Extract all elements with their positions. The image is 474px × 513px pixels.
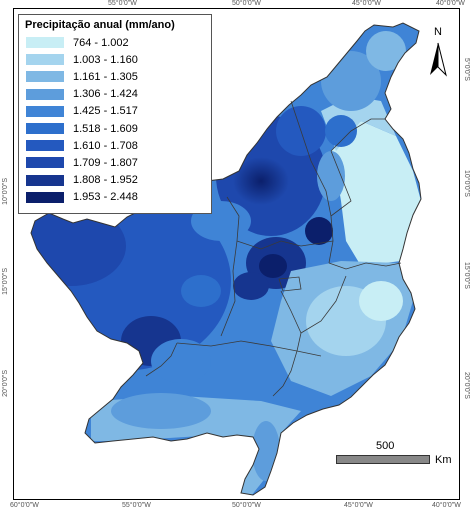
- top-tick: 55°0'0"W: [108, 0, 137, 7]
- legend-title: Precipitação anual (mm/ano): [25, 19, 175, 31]
- left-tick: 20°0'0"S: [2, 370, 9, 397]
- legend-label: 1.953 - 2.448: [73, 191, 138, 204]
- north-label: N: [434, 26, 442, 38]
- cerrado-precipitation-map: [30, 22, 422, 496]
- legend-label: 1.610 - 1.708: [73, 139, 138, 152]
- legend-row: 1.306 - 1.424: [25, 86, 205, 103]
- legend-label: 1.808 - 1.952: [73, 174, 138, 187]
- right-tick: 15°0'0"S: [463, 262, 470, 289]
- legend-label: 1.425 - 1.517: [73, 105, 138, 118]
- legend-swatch: [25, 139, 65, 153]
- bottom-tick: 60°0'0"W: [10, 502, 39, 509]
- legend-label: 1.003 - 1.160: [73, 53, 138, 66]
- top-tick: 40°0'0"W: [436, 0, 465, 7]
- legend-rows: 764 - 1.002 1.003 - 1.160 1.161 - 1.305 1.3…: [25, 34, 205, 206]
- legend-row: 764 - 1.002: [25, 34, 205, 51]
- legend-label: 1.709 - 1.807: [73, 156, 138, 169]
- legend-swatch: [25, 87, 65, 101]
- legend-row: 1.709 - 1.807: [25, 154, 205, 171]
- legend-row: 1.161 - 1.305: [25, 68, 205, 85]
- bottom-tick: 40°0'0"W: [432, 502, 461, 509]
- legend-swatch: [25, 173, 65, 187]
- legend-row: 1.518 - 1.609: [25, 120, 205, 137]
- legend-label: 1.518 - 1.609: [73, 122, 138, 135]
- legend-row: 1.610 - 1.708: [25, 137, 205, 154]
- legend-swatch: [25, 190, 65, 204]
- bottom-tick: 45°0'0"W: [344, 502, 373, 509]
- right-tick: 10°0'0"S: [463, 170, 470, 197]
- left-tick: 15°0'0"S: [2, 268, 9, 295]
- legend-row: 1.953 - 2.448: [25, 189, 205, 206]
- scale-bar: [336, 455, 430, 464]
- right-tick: 5°0'0"S: [463, 58, 470, 81]
- top-tick: 50°0'0"W: [232, 0, 261, 7]
- bottom-tick: 50°0'0"W: [232, 502, 261, 509]
- bottom-tick: 55°0'0"W: [122, 502, 151, 509]
- legend-label: 764 - 1.002: [73, 36, 129, 49]
- scale-label: 500: [376, 440, 395, 452]
- legend-label: 1.161 - 1.305: [73, 70, 138, 83]
- scale-unit: Km: [435, 454, 452, 466]
- legend-row: 1.425 - 1.517: [25, 103, 205, 120]
- left-tick: 10°0'0"S: [2, 178, 9, 205]
- top-tick: 45°0'0"W: [352, 0, 381, 7]
- legend-row: 1.808 - 1.952: [25, 172, 205, 189]
- map-frame: N 500 Km Precipitação anual (mm/ano) 764…: [13, 8, 460, 500]
- legend-swatch: [25, 36, 65, 50]
- legend-swatch: [25, 53, 65, 67]
- legend-swatch: [25, 104, 65, 118]
- right-tick: 20°0'0"S: [463, 372, 470, 399]
- legend-swatch: [25, 122, 65, 136]
- legend-row: 1.003 - 1.160: [25, 51, 205, 68]
- legend-swatch: [25, 70, 65, 84]
- legend: Precipitação anual (mm/ano) 764 - 1.002 1…: [18, 14, 212, 214]
- legend-swatch: [25, 156, 65, 170]
- north-arrow-icon: N: [430, 26, 447, 77]
- legend-label: 1.306 - 1.424: [73, 88, 138, 101]
